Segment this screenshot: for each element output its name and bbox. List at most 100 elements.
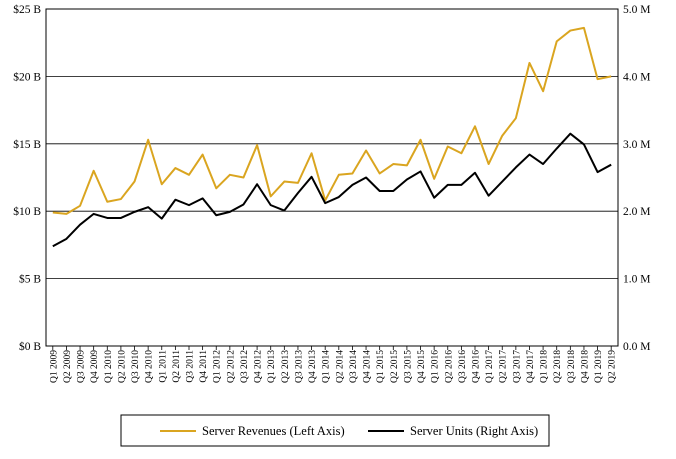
x-axis-category-label: Q4 2018 <box>580 350 590 383</box>
data-point-server-revenues <box>338 174 340 176</box>
data-point-server-revenues <box>256 144 258 146</box>
data-point-server-revenues <box>161 183 163 185</box>
data-point-server-units <box>147 206 149 208</box>
data-point-server-units <box>188 204 190 206</box>
right-axis-tick-labels: 0.0 M 1.0 M 2.0 M 3.0 M 4.0 M 5.0 M <box>623 4 650 353</box>
x-axis-category-label: Q3 2013 <box>294 350 304 383</box>
x-axis-category-label: Q3 2012 <box>240 350 250 383</box>
x-axis-category-label: Q2 2010 <box>117 350 127 383</box>
left-axis-tick-labels: $0 B $5 B $10 B $15 B $20 B $25 B <box>13 3 41 353</box>
plot-area-border <box>45 8 619 347</box>
data-point-server-revenues <box>447 145 449 147</box>
x-axis-category-label: Q4 2009 <box>90 350 100 383</box>
data-point-server-revenues <box>460 152 462 154</box>
data-point-server-units <box>583 143 585 145</box>
data-point-server-revenues <box>406 164 408 166</box>
data-point-server-revenues <box>379 172 381 174</box>
data-point-server-revenues <box>297 182 299 184</box>
x-axis-category-label: Q4 2015 <box>417 350 427 383</box>
x-axis-category-label: Q4 2013 <box>308 350 318 383</box>
x-axis-category-label: Q1 2011 <box>158 350 168 383</box>
x-axis-category-label: Q4 2016 <box>472 350 482 383</box>
right-axis-tick-label: 4.0 M <box>623 71 650 83</box>
data-point-server-units <box>420 170 422 172</box>
data-point-server-units <box>474 172 476 174</box>
data-point-server-revenues <box>147 139 149 141</box>
x-axis-category-label: Q1 2016 <box>431 350 441 383</box>
data-point-server-revenues <box>65 213 67 215</box>
data-point-server-units <box>447 184 449 186</box>
data-point-server-units <box>52 245 54 247</box>
x-axis-category-label: Q3 2014 <box>349 350 359 383</box>
data-point-server-revenues <box>556 40 558 42</box>
x-axis-category-label: Q4 2011 <box>199 350 209 383</box>
data-point-server-units <box>324 202 326 204</box>
x-axis-category-label: Q2 2019 <box>608 350 618 383</box>
data-point-server-revenues <box>215 187 217 189</box>
left-axis-tick-label: $5 B <box>19 273 41 286</box>
x-axis-category-label: Q1 2018 <box>540 350 550 383</box>
data-point-server-units <box>120 217 122 219</box>
data-point-server-units <box>379 190 381 192</box>
x-axis-category-label: Q2 2014 <box>335 350 345 383</box>
data-point-server-units <box>283 210 285 212</box>
data-point-server-revenues <box>569 30 571 32</box>
data-point-server-units <box>351 184 353 186</box>
data-point-server-revenues <box>242 177 244 179</box>
data-point-server-units <box>528 154 530 156</box>
left-axis-tick-label: $15 B <box>13 138 41 151</box>
x-axis-category-label: Q3 2011 <box>186 350 196 383</box>
data-point-server-revenues <box>610 75 612 77</box>
x-axis-category-label: Q2 2017 <box>499 350 509 383</box>
data-point-server-units <box>392 190 394 192</box>
x-axis-category-label: Q2 2012 <box>226 350 236 383</box>
legend: Server Revenues (Left Axis) Server Units… <box>120 414 550 447</box>
right-axis-tick-label: 2.0 M <box>623 206 650 218</box>
x-axis-category-labels: Q1 2009 Q2 2009 Q3 2009 Q4 2009 Q1 2010 Q2 20… <box>49 346 618 383</box>
x-axis-category-label: Q3 2009 <box>77 350 87 383</box>
data-point-server-revenues <box>134 181 136 183</box>
data-point-server-revenues <box>392 163 394 165</box>
data-point-server-revenues <box>93 170 95 172</box>
data-point-server-units <box>556 148 558 150</box>
data-point-server-revenues <box>174 167 176 169</box>
data-point-server-units <box>242 203 244 205</box>
data-point-server-revenues <box>311 152 313 154</box>
x-axis-category-label: Q2 2009 <box>63 350 73 383</box>
left-axis-tick-label: $0 B <box>19 340 41 353</box>
x-axis-category-label: Q2 2011 <box>172 350 182 383</box>
data-point-server-revenues <box>542 90 544 92</box>
data-point-server-revenues <box>188 174 190 176</box>
x-axis-category-label: Q2 2015 <box>390 350 400 383</box>
x-axis-category-label: Q2 2016 <box>444 350 454 383</box>
x-axis-category-label: Q1 2012 <box>213 350 223 383</box>
right-axis-tick-label: 3.0 M <box>623 139 650 151</box>
x-axis-category-label: Q3 2016 <box>458 350 468 383</box>
data-point-server-units <box>433 197 435 199</box>
data-point-server-units <box>79 224 81 226</box>
data-point-server-units <box>134 211 136 213</box>
data-point-server-units <box>460 184 462 186</box>
data-point-server-revenues <box>120 198 122 200</box>
data-point-server-revenues <box>270 195 272 197</box>
data-point-server-units <box>65 238 67 240</box>
right-axis-tick-label: 1.0 M <box>623 274 650 286</box>
x-axis-category-label: Q1 2019 <box>594 350 604 383</box>
x-axis-category-label: Q2 2013 <box>281 350 291 383</box>
data-point-server-units <box>338 196 340 198</box>
legend-label-server-units: Server Units (Right Axis) <box>410 424 538 438</box>
series-line-server-revenues <box>52 26 612 215</box>
data-point-server-units <box>311 176 313 178</box>
data-point-server-units <box>365 177 367 179</box>
series-lines <box>52 26 612 248</box>
series-server-revenues <box>52 26 612 215</box>
data-point-server-revenues <box>515 117 517 119</box>
data-point-server-revenues <box>583 27 585 29</box>
x-axis-category-label: Q1 2009 <box>49 350 59 383</box>
data-point-server-revenues <box>597 78 599 80</box>
left-axis-tick-label: $20 B <box>13 70 41 83</box>
data-point-server-units <box>229 211 231 213</box>
data-point-server-revenues <box>528 62 530 64</box>
right-axis-tick-label: 0.0 M <box>623 341 650 353</box>
